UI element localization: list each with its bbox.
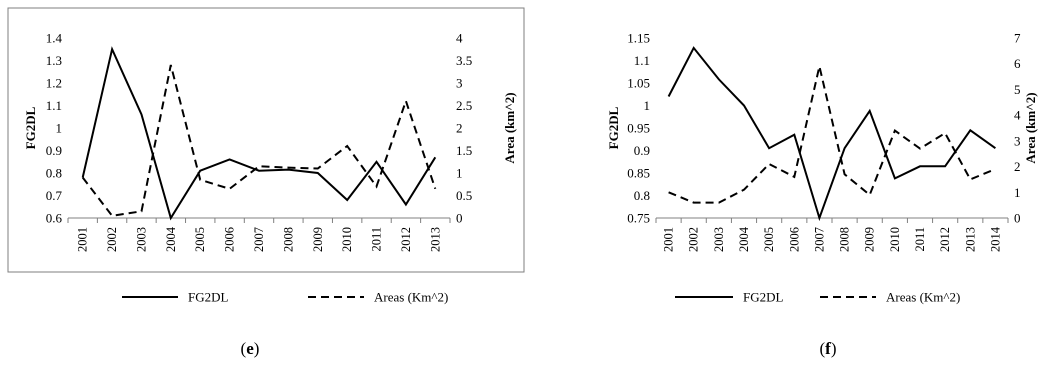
x-tick-label: 2012 bbox=[399, 227, 413, 252]
legend-label-fg2dl: FG2DL bbox=[188, 290, 229, 305]
x-tick-label: 2006 bbox=[787, 227, 801, 252]
y-tick-label: 0.85 bbox=[627, 166, 650, 181]
y2-tick-label: 3 bbox=[456, 76, 463, 91]
x-tick-label: 2004 bbox=[737, 226, 751, 252]
x-tick-label: 2007 bbox=[252, 227, 266, 252]
series-line-fg2dl bbox=[81, 46, 437, 221]
series-line-areas bbox=[668, 66, 996, 204]
y2-tick-label: 7 bbox=[1014, 31, 1021, 46]
x-tick-label: 2013 bbox=[963, 227, 977, 252]
x-tick-label: 2013 bbox=[428, 227, 442, 252]
x-tick-label: 2010 bbox=[340, 227, 354, 252]
legend-label-areas: Areas (Km^2) bbox=[886, 290, 960, 305]
y-tick-label: 1.1 bbox=[46, 98, 62, 113]
y2-tick-label: 3.5 bbox=[456, 53, 472, 68]
x-tick-label: 2008 bbox=[838, 227, 852, 252]
x-tick-label: 2008 bbox=[281, 227, 295, 252]
y2-tick-label: 5 bbox=[1014, 82, 1021, 97]
y2-tick-label: 1 bbox=[1014, 185, 1021, 200]
x-tick-label: 2003 bbox=[712, 227, 726, 252]
y2-axis-title: Area (km^2) bbox=[502, 92, 517, 163]
y2-tick-label: 1.5 bbox=[456, 143, 472, 158]
x-tick-label: 2003 bbox=[134, 227, 148, 252]
y-tick-label: 0.75 bbox=[627, 211, 650, 226]
x-tick-label: 2009 bbox=[863, 227, 877, 252]
y-tick-label: 0.8 bbox=[46, 166, 62, 181]
y-tick-label: 1.3 bbox=[46, 53, 62, 68]
y2-tick-label: 0 bbox=[456, 211, 463, 226]
x-tick-label: 2002 bbox=[105, 227, 119, 252]
y-axis-title: FG2DL bbox=[606, 106, 621, 149]
y2-tick-label: 6 bbox=[1014, 56, 1021, 71]
y2-tick-label: 2 bbox=[456, 121, 463, 136]
chart-panel-e: 0.6 0.7 0.8 0.9 1 1.1 1.2 1.3 1.4 0 0.5 1 1.5 2 2.5 3 3.… bbox=[7, 7, 525, 358]
y-tick-label: 1.15 bbox=[627, 31, 650, 46]
series-line-areas bbox=[81, 64, 437, 217]
x-tick-label: 2011 bbox=[370, 227, 384, 252]
y2-tick-label: 2.5 bbox=[456, 98, 472, 113]
y-tick-label: 0.8 bbox=[634, 188, 650, 203]
panel-label: (e) bbox=[241, 339, 260, 358]
x-tick-label: 2005 bbox=[762, 227, 776, 252]
x-tick-label: 2014 bbox=[988, 226, 1002, 252]
x-tick-label: 2004 bbox=[164, 226, 178, 252]
x-tick-label: 2001 bbox=[662, 227, 676, 252]
y2-tick-label: 1 bbox=[456, 166, 463, 181]
x-tick-label: 2009 bbox=[311, 227, 325, 252]
x-tick-label: 2001 bbox=[76, 227, 90, 252]
x-tick-label: 2012 bbox=[938, 227, 952, 252]
y2-tick-label: 3 bbox=[1014, 133, 1021, 148]
y-tick-label: 0.9 bbox=[46, 143, 62, 158]
legend-label-fg2dl: FG2DL bbox=[743, 290, 784, 305]
legend-label-areas: Areas (Km^2) bbox=[374, 290, 448, 305]
y-tick-label: 0.9 bbox=[634, 143, 650, 158]
y2-axis-title: Area (km^2) bbox=[1023, 92, 1038, 163]
x-tick-label: 2007 bbox=[812, 227, 826, 252]
y-tick-label: 0.6 bbox=[46, 211, 63, 226]
x-tick-label: 2002 bbox=[687, 227, 701, 252]
panel-label: (f) bbox=[819, 339, 836, 358]
chart-frame bbox=[7, 7, 525, 273]
y-tick-label: 1 bbox=[56, 121, 63, 136]
y2-tick-label: 0.5 bbox=[456, 188, 472, 203]
y-tick-label: 1.2 bbox=[46, 76, 62, 91]
y-tick-label: 1.4 bbox=[46, 31, 63, 46]
series-line-fg2dl bbox=[667, 46, 996, 222]
y-tick-label: 0.95 bbox=[627, 121, 650, 136]
x-tick-label: 2006 bbox=[223, 227, 237, 252]
x-tick-label: 2005 bbox=[193, 227, 207, 252]
y2-tick-label: 4 bbox=[456, 31, 463, 46]
chart-panel-f: 0.75 0.8 0.85 0.9 0.95 1 1.05 1.1 1.15 0 1 2 3 4 5 6 7 20… bbox=[606, 31, 1038, 359]
y2-tick-label: 4 bbox=[1014, 108, 1021, 123]
y2-tick-label: 0 bbox=[1014, 211, 1021, 226]
y2-tick-label: 2 bbox=[1014, 159, 1021, 174]
x-tick-label: 2011 bbox=[913, 227, 927, 252]
x-tick-label: 2010 bbox=[888, 227, 902, 252]
y-tick-label: 1.1 bbox=[634, 53, 650, 68]
y-axis-title: FG2DL bbox=[23, 106, 38, 149]
y-tick-label: 1.05 bbox=[627, 76, 650, 91]
y-tick-label: 0.7 bbox=[46, 188, 63, 203]
y-tick-label: 1 bbox=[644, 98, 651, 113]
